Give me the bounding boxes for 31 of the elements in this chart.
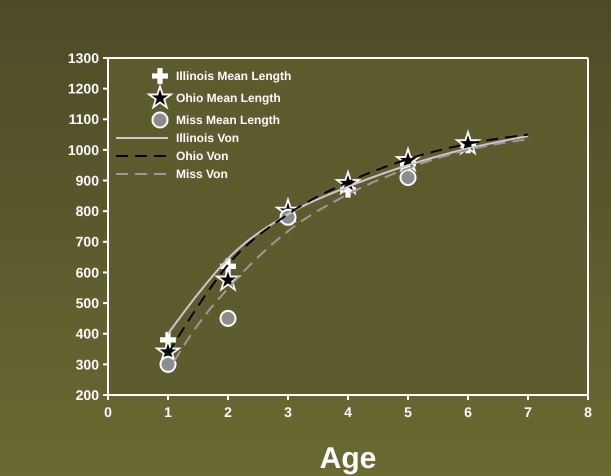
y-tick-label: 800 bbox=[76, 203, 100, 220]
x-tick-label: 3 bbox=[284, 404, 292, 420]
x-tick-label: 8 bbox=[584, 404, 592, 420]
point bbox=[160, 356, 176, 373]
point bbox=[400, 168, 416, 186]
y-tick-label: 500 bbox=[76, 294, 100, 311]
point bbox=[220, 310, 236, 327]
legend-label: Illinois Mean Length bbox=[176, 69, 292, 84]
y-tick-label: 1200 bbox=[68, 80, 100, 97]
y-tick-label: 1300 bbox=[68, 50, 100, 66]
y-tick-label: 200 bbox=[76, 386, 100, 403]
y-tick-label: 1000 bbox=[68, 142, 100, 158]
y-tick-label: 400 bbox=[76, 326, 100, 342]
x-tick-label: 7 bbox=[524, 404, 532, 420]
x-tick-label: 5 bbox=[404, 404, 412, 420]
y-tick-label: 300 bbox=[76, 356, 100, 372]
legend-label: Ohio Von bbox=[176, 149, 228, 164]
x-axis-title: Age bbox=[320, 442, 376, 475]
y-tick-label: 700 bbox=[76, 234, 100, 250]
x-tick-label: 4 bbox=[344, 404, 352, 420]
x-tick-label: 0 bbox=[104, 404, 112, 420]
x-tick-label: 1 bbox=[164, 404, 172, 420]
legend-label: Miss Mean Length bbox=[176, 113, 280, 128]
y-tick-label: 600 bbox=[76, 264, 100, 280]
x-tick-label: 6 bbox=[464, 404, 472, 420]
legend-label: Ohio Mean Length bbox=[176, 91, 281, 106]
x-tick-label: 2 bbox=[224, 404, 232, 420]
y-tick-label: 1100 bbox=[68, 111, 100, 128]
legend-label: Illinois Von bbox=[176, 131, 240, 146]
legend-label: Miss Von bbox=[176, 167, 228, 182]
y-tick-label: 900 bbox=[76, 172, 100, 188]
